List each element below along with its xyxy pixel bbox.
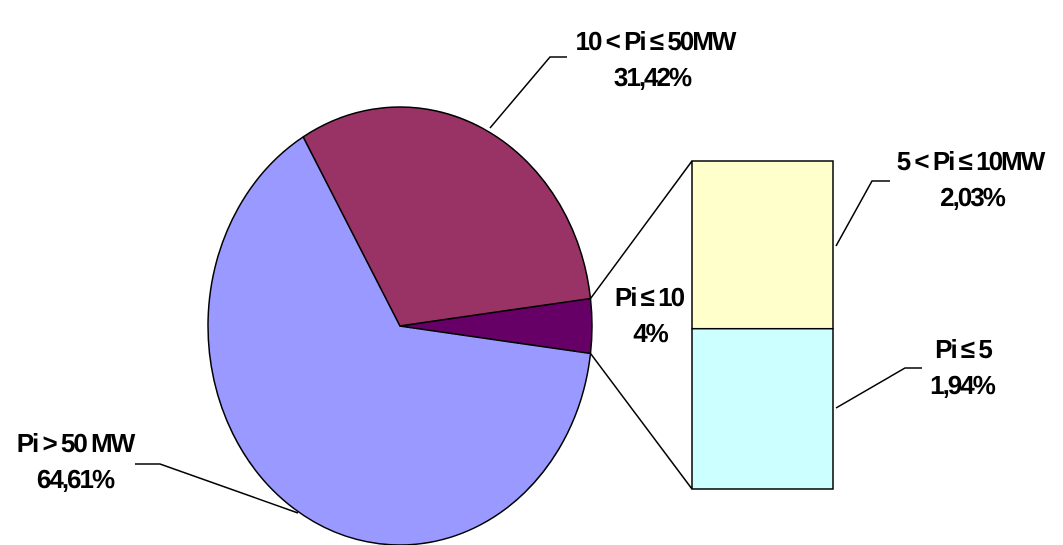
slice-value-large: 64,61%	[37, 464, 115, 494]
bar-segment-b5_10	[691, 160, 834, 330]
pie-slice-large	[207, 135, 592, 545]
slice-label-small-total: Pi ≤ 10	[615, 282, 685, 312]
breakdown-bar	[691, 160, 834, 490]
bar-value-0-5: 1,94%	[930, 370, 996, 400]
connector-line-bottom	[589, 352, 693, 490]
bar-label-0-5: Pi ≤ 5	[935, 334, 992, 364]
pie-slice-small_total	[399, 297, 593, 355]
leader-line-bar-5-10	[835, 180, 890, 247]
pie-slice-medium	[302, 106, 592, 327]
leader-line-medium	[489, 56, 567, 129]
bar-segment-b0_5	[691, 327, 834, 490]
slice-label-large: Pi > 50 MW	[17, 428, 136, 458]
slice-value-small-total: 4%	[633, 318, 668, 348]
bar-value-5-10: 2,03%	[940, 182, 1006, 212]
leader-line-bar-0-5	[835, 367, 922, 409]
leader-line-large	[135, 463, 299, 514]
slice-label-medium: 10 < Pi ≤ 50MW	[576, 26, 737, 56]
pie-slices	[207, 106, 593, 545]
slice-value-medium: 31,42%	[614, 62, 692, 92]
connector-lines	[589, 160, 693, 490]
connector-line-top	[589, 160, 693, 300]
leader-lines	[135, 56, 922, 514]
bar-label-5-10: 5 < Pi ≤ 10MW	[897, 146, 1046, 176]
